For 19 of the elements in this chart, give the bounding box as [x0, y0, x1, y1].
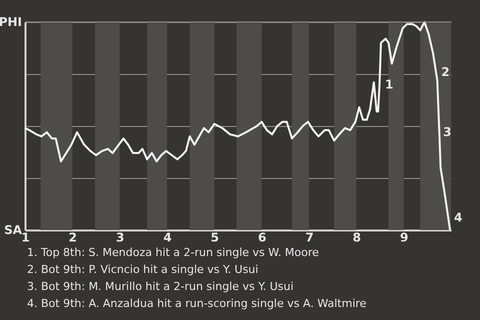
annotation: 2 — [441, 64, 450, 79]
text: PHI — [0, 15, 22, 29]
x-tick-label: 7 — [305, 230, 314, 244]
text: SA — [4, 223, 23, 237]
text: 2. Bot 9th: P. Vicncio hit a single vs Y. Usui — [27, 263, 258, 276]
annotation: 1 — [384, 77, 394, 92]
text: 3. Bot 9th: M. Murillo hit a 2-run single vs Y. Usui — [27, 280, 294, 293]
x-tick-label: 8 — [352, 230, 362, 244]
text: 4. Bot 9th: A. Anzaldua hit a run-scoring single vs A. Waltmire — [27, 297, 367, 310]
x-tick-label: 4 — [163, 230, 172, 244]
x-tick-label: 9 — [400, 230, 408, 244]
annotation: 4 — [454, 210, 462, 225]
x-tick-label: 1 — [21, 230, 30, 244]
x-tick-label: 5 — [210, 230, 220, 244]
x-tick-label: 2 — [68, 230, 78, 244]
x-tick-label: 3 — [116, 230, 124, 244]
text: 1. Top 8th: S. Mendoza hit a 2-run single vs W. Moore — [27, 246, 320, 259]
annotation: 3 — [443, 125, 452, 140]
x-tick-label: 6 — [258, 230, 266, 244]
